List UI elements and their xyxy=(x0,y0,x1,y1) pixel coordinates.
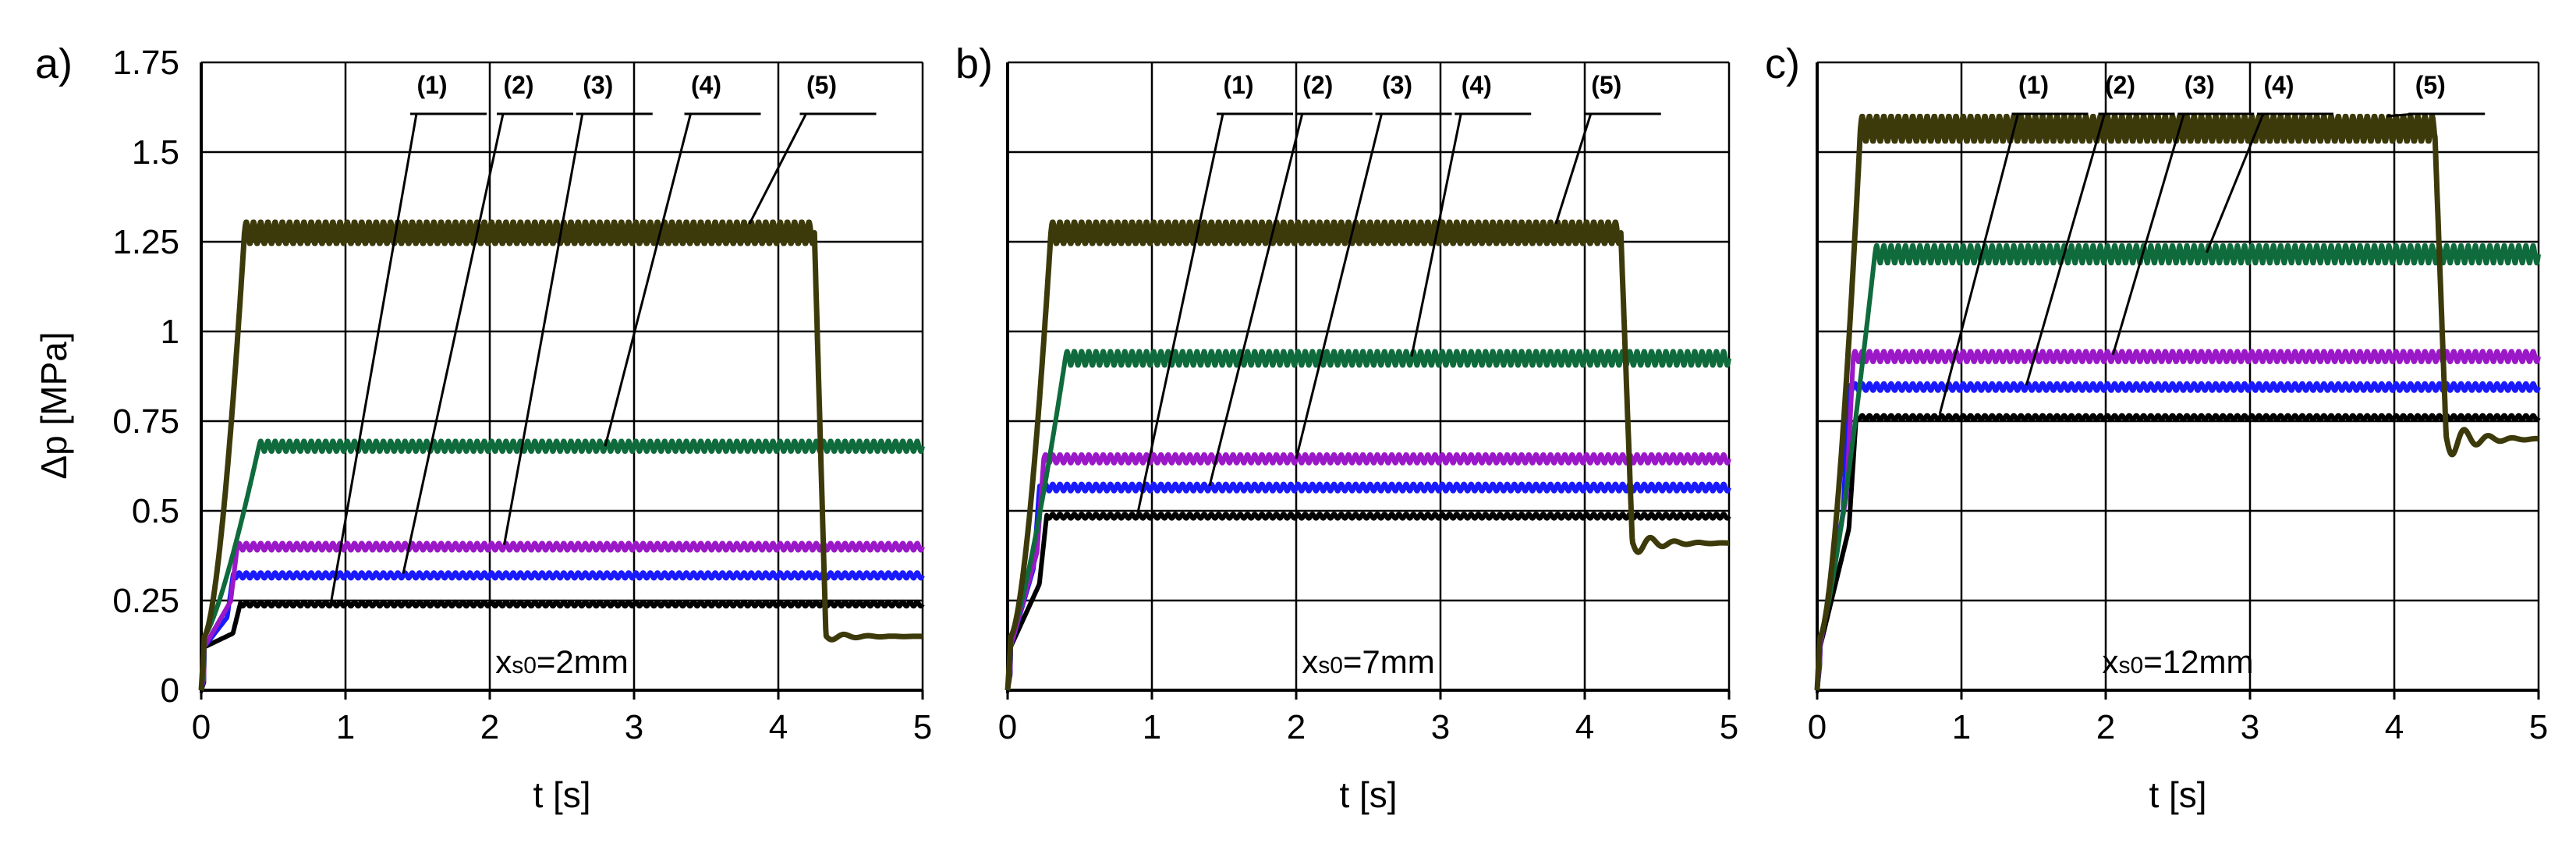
series-label: (1) xyxy=(416,71,447,99)
x-tick-label: 4 xyxy=(1575,708,1594,746)
series-label: (2) xyxy=(1302,71,1333,99)
x-tick-label: 0 xyxy=(1808,708,1827,746)
x-tick-label: 2 xyxy=(2096,708,2115,746)
y-tick-label: 0.25 xyxy=(112,582,179,620)
label-leader-line xyxy=(402,113,505,574)
series-line-5 xyxy=(198,219,925,691)
series-line-1 xyxy=(1005,512,1731,691)
series-label: (1) xyxy=(1223,71,1253,99)
series-label: (3) xyxy=(2184,71,2215,99)
x-tick-label: 3 xyxy=(2241,708,2259,746)
x-tick-label: 1 xyxy=(1143,708,1161,746)
xs0-annotation: xs0=7mm xyxy=(1302,643,1435,680)
series-line-1 xyxy=(1815,413,2541,691)
label-leader-line xyxy=(1208,113,1304,487)
x-tick-label: 5 xyxy=(1720,708,1738,746)
series-line-3 xyxy=(1005,452,1731,691)
x-tick-label: 3 xyxy=(1431,708,1450,746)
panel-2: b) 0 1 2 3 4 5 t [s] (1) (2) (3) (4) (5) xs0=7mm xyxy=(955,41,1738,815)
label-leader-line xyxy=(2025,113,2106,386)
label-leader-line xyxy=(1295,113,1383,459)
label-leader-line xyxy=(1938,113,2019,415)
series-line-5 xyxy=(1814,113,2541,691)
x-tick-label: 2 xyxy=(480,708,499,746)
y-tick-label: 1 xyxy=(161,313,179,351)
series-line-2 xyxy=(1815,381,2541,691)
label-leader-line xyxy=(1136,113,1224,515)
label-leader-line xyxy=(604,113,692,447)
x-tick-label: 0 xyxy=(998,708,1017,746)
panel-1: a) 0 1 2 3 4 5 0 0.25 0.5 0.75 1 1.25 1.5 1.75 t [s] (1)… xyxy=(35,41,932,815)
series-label: (5) xyxy=(806,71,837,99)
label-leader-line xyxy=(2111,113,2185,356)
series-line-4 xyxy=(1815,243,2541,691)
panel-3: c) 0 1 2 3 4 5 t [s] (1) (2) (3) (4) (5) xs0=12mm xyxy=(1765,41,2548,815)
x-tick-label: 4 xyxy=(769,708,788,746)
label-leader-line xyxy=(748,113,807,225)
series-label: (2) xyxy=(503,71,533,99)
label-leader-line xyxy=(503,113,584,545)
y-axis-title: Δp [MPa] xyxy=(34,331,74,479)
series-line-4 xyxy=(199,438,925,691)
y-tick-label: 0.75 xyxy=(112,402,179,441)
xs0-annotation: xs0=2mm xyxy=(495,643,629,680)
series-line-3 xyxy=(1815,349,2541,691)
xs0-annotation: xs0=12mm xyxy=(2103,643,2254,680)
x-axis-title: t [s] xyxy=(1339,774,1397,815)
panel-letter: a) xyxy=(35,41,73,87)
series-line-2 xyxy=(1005,481,1731,691)
x-tick-label: 3 xyxy=(625,708,643,746)
series-label: (1) xyxy=(2018,71,2049,99)
y-tick-label: 1.25 xyxy=(112,223,179,261)
x-tick-label: 5 xyxy=(913,708,932,746)
series-label: (3) xyxy=(1382,71,1412,99)
y-tick-label: 1.75 xyxy=(112,44,179,82)
series-label: (3) xyxy=(583,71,613,99)
series-line-5 xyxy=(1005,219,1731,691)
y-tick-label: 1.5 xyxy=(132,133,179,172)
x-tick-label: 1 xyxy=(336,708,355,746)
label-leader-line xyxy=(330,113,418,603)
x-axis-title: t [s] xyxy=(533,774,590,815)
x-tick-label: 4 xyxy=(2385,708,2404,746)
x-tick-label: 5 xyxy=(2529,708,2548,746)
x-axis-title: t [s] xyxy=(2149,774,2206,815)
series-label: (5) xyxy=(2415,71,2446,99)
panel-letter: b) xyxy=(955,41,993,87)
series-line-2 xyxy=(199,570,925,691)
x-tick-label: 0 xyxy=(192,708,211,746)
label-leader-line xyxy=(2206,113,2265,253)
x-tick-label: 2 xyxy=(1287,708,1306,746)
series-label: (4) xyxy=(691,71,721,99)
label-leader-line xyxy=(1554,113,1593,225)
panel-letter: c) xyxy=(1765,41,1800,87)
series-label: (4) xyxy=(2263,71,2294,99)
label-leader-line xyxy=(2386,112,2415,118)
series-label: (2) xyxy=(2105,71,2135,99)
series-label: (4) xyxy=(1462,71,1492,99)
y-tick-label: 0 xyxy=(161,671,179,710)
label-leader-line xyxy=(1410,113,1462,357)
x-tick-label: 1 xyxy=(1952,708,1971,746)
y-tick-label: 0.5 xyxy=(132,492,179,530)
series-line-3 xyxy=(199,540,925,691)
series-line-4 xyxy=(1005,349,1731,691)
series-label: (5) xyxy=(1591,71,1621,99)
series-line-1 xyxy=(199,599,925,691)
